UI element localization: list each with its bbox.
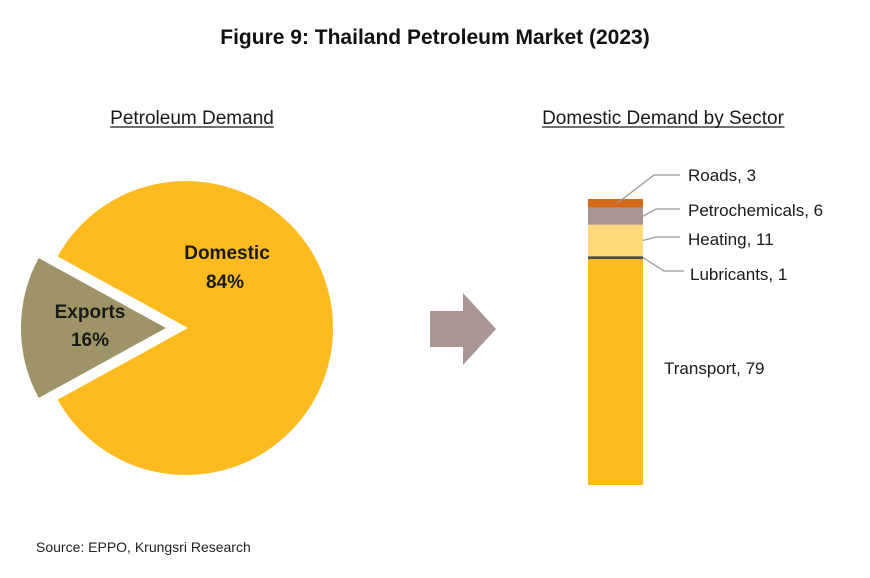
pie-label-domestic-name: Domestic (184, 243, 270, 264)
bar-segment-heating (588, 224, 643, 257)
leader-line-petrochemicals (642, 208, 680, 217)
bar-label-heating: Heating, 11 (688, 230, 774, 249)
pie-slice-exports (19, 255, 171, 401)
bar-subtitle: Domestic Demand by Sector (542, 108, 784, 129)
bar-segment-transport (588, 259, 643, 485)
source-note: Source: EPPO, Krungsri Research (36, 539, 251, 555)
pie-chart (19, 179, 335, 477)
arrow-right-icon (430, 293, 496, 365)
leader-line-roads (616, 174, 680, 204)
bar-label-roads: Roads, 3 (688, 166, 756, 185)
pie-label-domestic-value: 84% (206, 272, 244, 293)
pie-slice-domestic (54, 179, 335, 477)
pie-label-exports-value: 16% (71, 330, 109, 351)
bar-label-lubricants: Lubricants, 1 (690, 265, 787, 284)
chart-title: Figure 9: Thailand Petroleum Market (202… (220, 26, 650, 49)
bar-segment-roads (588, 199, 643, 208)
bar-label-petrochemicals: Petrochemicals, 6 (688, 201, 823, 220)
leader-line-lubricants (642, 257, 684, 272)
bar-label-transport: Transport, 79 (664, 359, 764, 378)
pie-label-exports-name: Exports (55, 302, 126, 323)
pie-subtitle: Petroleum Demand (110, 108, 274, 129)
leader-line-heating (642, 236, 680, 242)
bar-segment-petrochemicals (588, 207, 643, 225)
stacked-bar (588, 199, 643, 485)
leader-lines (616, 174, 684, 272)
bar-segment-lubricants (588, 256, 643, 260)
